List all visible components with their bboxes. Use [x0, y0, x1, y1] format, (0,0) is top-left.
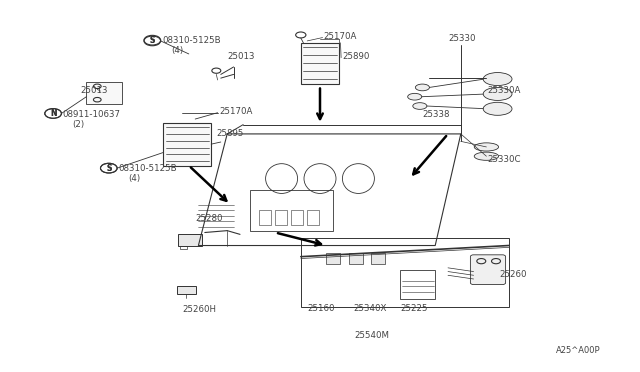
Text: 25170A: 25170A [323, 32, 356, 41]
Text: 25260: 25260 [499, 270, 527, 279]
Text: 25540M: 25540M [355, 331, 390, 340]
Ellipse shape [415, 84, 429, 91]
Text: 25330A: 25330A [488, 86, 521, 94]
Ellipse shape [474, 152, 499, 160]
Bar [371, 253, 385, 264]
Text: 25890: 25890 [342, 52, 370, 61]
Bar [250, 190, 333, 231]
Text: N: N [50, 109, 56, 118]
Bar [178, 234, 202, 246]
Bar [349, 253, 363, 264]
Text: S: S [150, 36, 155, 45]
Bar [400, 270, 435, 299]
Ellipse shape [413, 103, 427, 109]
FancyBboxPatch shape [470, 255, 506, 285]
Text: 25895: 25895 [216, 129, 244, 138]
Bar [177, 286, 196, 294]
Text: (2): (2) [72, 120, 84, 129]
Text: 25338: 25338 [422, 110, 450, 119]
Text: (4): (4) [172, 46, 184, 55]
Text: N: N [50, 109, 56, 118]
Text: 25013: 25013 [80, 86, 108, 95]
Text: 08310-5125B: 08310-5125B [118, 164, 177, 173]
Text: (4): (4) [128, 174, 140, 183]
Bar [291, 210, 303, 225]
Text: 25330: 25330 [448, 34, 476, 43]
Bar [259, 210, 271, 225]
Bar [180, 246, 187, 249]
Text: 25280: 25280 [195, 214, 223, 223]
Bar [86, 82, 122, 104]
Text: 25225: 25225 [400, 304, 428, 312]
Ellipse shape [483, 73, 512, 86]
Bar [301, 238, 509, 307]
Text: S: S [150, 36, 155, 45]
Text: A25^A00P: A25^A00P [556, 346, 600, 355]
Text: S: S [106, 164, 111, 173]
Bar [307, 210, 319, 225]
Text: S: S [106, 164, 111, 173]
Bar [326, 253, 340, 264]
Text: 25330C: 25330C [488, 155, 521, 164]
Bar [301, 43, 339, 84]
Text: 08911-10637: 08911-10637 [63, 110, 121, 119]
Bar [163, 123, 211, 166]
Ellipse shape [483, 87, 512, 100]
Text: 25170A: 25170A [219, 107, 252, 116]
Ellipse shape [483, 102, 512, 115]
Ellipse shape [408, 93, 422, 100]
Text: 25013: 25013 [227, 52, 255, 61]
Text: 25260H: 25260H [182, 305, 216, 314]
Text: 08310-5125B: 08310-5125B [162, 36, 221, 45]
Ellipse shape [474, 143, 499, 151]
Bar [275, 210, 287, 225]
Text: 25340X: 25340X [353, 304, 387, 312]
Text: 25160: 25160 [307, 304, 335, 312]
